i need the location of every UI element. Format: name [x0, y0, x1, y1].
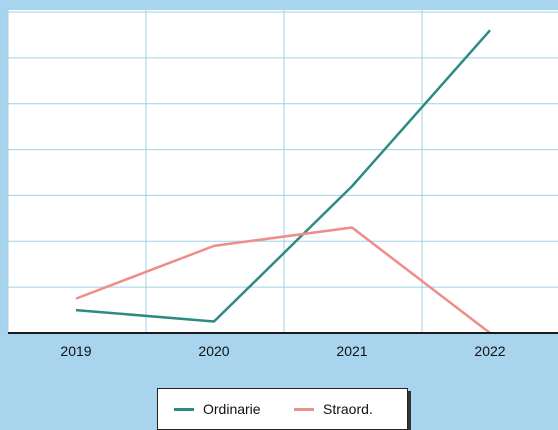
series-line-ordinarie [75, 29, 491, 323]
series-lines [75, 29, 491, 334]
legend-entry-ordinarie: Ordinarie [174, 401, 261, 417]
series-line-straord [75, 226, 491, 334]
x-tick-label-2022: 2022 [474, 343, 505, 359]
grid-lines [7, 10, 558, 334]
x-tick-label-2019: 2019 [60, 343, 91, 359]
legend-label-straord: Straord. [323, 401, 373, 417]
x-tick-labels: 2019 2020 2021 2022 [60, 343, 505, 359]
legend-swatch-straord [294, 407, 314, 411]
x-tick-label-2020: 2020 [198, 343, 229, 359]
legend-entry-straord: Straord. [294, 401, 373, 417]
x-tick-label-2021: 2021 [336, 343, 367, 359]
legend-swatch-ordinarie [174, 407, 194, 411]
legend-label-ordinarie: Ordinarie [203, 401, 261, 417]
legend: Ordinarie Straord. [157, 388, 408, 430]
plot-area [8, 10, 558, 333]
